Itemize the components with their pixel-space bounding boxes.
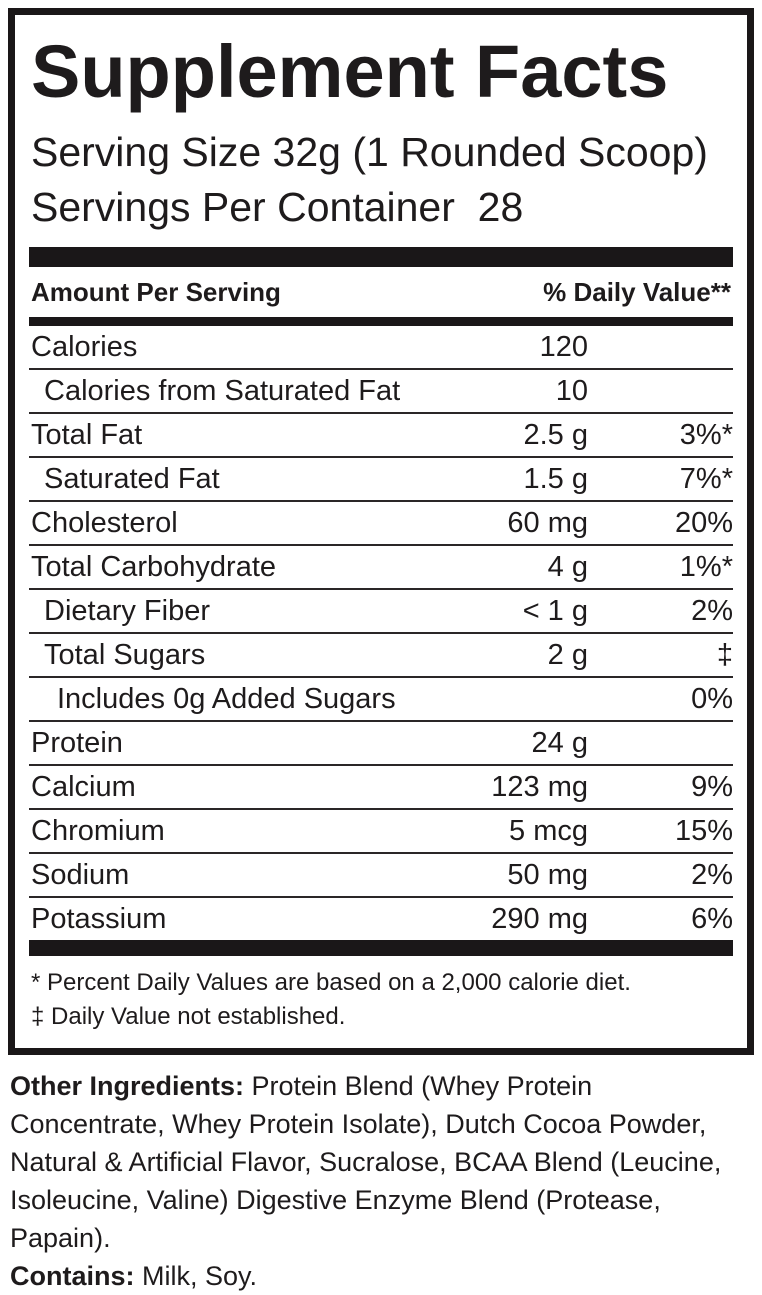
table-row: Total Sugars 2 g ‡	[29, 632, 733, 676]
amount-per-serving-label: Amount Per Serving	[31, 277, 281, 307]
supplement-facts-panel: Supplement Facts Serving Size 32g (1 Rou…	[8, 8, 754, 1055]
nutrient-amount: 2.5 g	[523, 419, 589, 451]
nutrient-name: Calories from Saturated Fat	[44, 375, 401, 407]
other-ingredients-label: Other Ingredients:	[10, 1071, 245, 1101]
footnote-line: * Percent Daily Values are based on a 2,…	[31, 969, 631, 996]
nutrient-daily-value: 9%	[691, 771, 733, 803]
other-ingredients-paragraph: Other Ingredients: Protein Blend (Whey P…	[10, 1067, 752, 1295]
table-row: Calcium 123 mg 9%	[29, 764, 733, 808]
footnotes: * Percent Daily Values are based on a 2,…	[29, 956, 733, 1048]
nutrient-name: Includes 0g Added Sugars	[57, 683, 396, 715]
nutrient-name: Total Sugars	[44, 639, 206, 671]
nutrient-daily-value: 3%*	[679, 419, 733, 451]
table-row: Chromium 5 mcg 15%	[29, 808, 733, 852]
nutrient-name: Sodium	[31, 859, 130, 891]
contains-label: Contains:	[10, 1261, 135, 1291]
nutrient-name: Calcium	[31, 771, 136, 803]
nutrient-amount: 1.5 g	[523, 463, 589, 495]
contains-line: Contains: Milk, Soy.	[10, 1257, 752, 1295]
table-row: Saturated Fat 1.5 g 7%*	[29, 456, 733, 500]
nutrient-daily-value: 2%	[691, 859, 733, 891]
nutrient-amount: 50 mg	[507, 859, 588, 891]
nutrient-daily-value: 0%	[691, 683, 733, 715]
nutrient-daily-value: 20%	[674, 507, 733, 539]
table-row: Total Fat 2.5 g 3%*	[29, 412, 733, 456]
daily-value-label: % Daily Value**	[543, 277, 731, 307]
nutrient-amount: 4 g	[547, 551, 588, 583]
nutrient-amount: 24 g	[531, 727, 588, 759]
servings-per-container-line: Servings Per Container 28	[31, 184, 524, 230]
table-row: Calories 120	[29, 326, 733, 368]
nutrient-daily-value: 6%	[691, 903, 733, 935]
separator-bar-medium	[29, 317, 733, 326]
table-column-header: Amount Per Serving % Daily Value**	[29, 267, 733, 317]
table-row: Total Carbohydrate 4 g 1%*	[29, 544, 733, 588]
nutrient-name: Cholesterol	[31, 507, 178, 539]
nutrient-name: Total Carbohydrate	[31, 551, 277, 583]
facts-table-body: Calories 120 Calories from Saturated Fat 10…	[29, 326, 733, 940]
nutrient-daily-value: 15%	[674, 815, 733, 847]
nutrient-name: Saturated Fat	[44, 463, 220, 495]
nutrient-amount: 290 mg	[491, 903, 588, 935]
table-row: Includes 0g Added Sugars 0%	[29, 676, 733, 720]
nutrient-amount: 10	[555, 375, 588, 407]
nutrient-amount: 120	[539, 331, 588, 363]
separator-bar-bottom	[29, 940, 733, 956]
table-row: Dietary Fiber < 1 g 2%	[29, 588, 733, 632]
table-row: Protein 24 g	[29, 720, 733, 764]
nutrient-daily-value: ‡	[716, 639, 733, 671]
nutrient-name: Calories	[31, 331, 138, 363]
nutrient-amount: 2 g	[547, 639, 588, 671]
table-row: Sodium 50 mg 2%	[29, 852, 733, 896]
nutrient-name: Protein	[31, 727, 123, 759]
nutrient-amount: 60 mg	[507, 507, 588, 539]
serving-size-line: Serving Size 32g (1 Rounded Scoop)	[31, 129, 708, 175]
nutrient-daily-value: 2%	[691, 595, 733, 627]
table-row: Calories from Saturated Fat 10	[29, 368, 733, 412]
nutrient-name: Dietary Fiber	[44, 595, 210, 627]
nutrient-name: Potassium	[31, 903, 167, 935]
nutrient-name: Chromium	[31, 815, 165, 847]
nutrient-amount: 5 mcg	[509, 815, 588, 847]
separator-bar-thick	[29, 247, 733, 267]
nutrient-amount: 123 mg	[491, 771, 588, 803]
contains-text: Milk, Soy.	[134, 1261, 258, 1291]
nutrient-daily-value: 7%*	[679, 463, 733, 495]
nutrient-amount: < 1 g	[522, 595, 588, 627]
nutrient-name: Total Fat	[31, 419, 143, 451]
footnote-line: ‡ Daily Value not established.	[31, 1003, 346, 1030]
table-row: Potassium 290 mg 6%	[29, 896, 733, 940]
table-row: Cholesterol 60 mg 20%	[29, 500, 733, 544]
panel-title: Supplement Facts	[31, 30, 669, 113]
nutrient-daily-value: 1%*	[679, 551, 733, 583]
